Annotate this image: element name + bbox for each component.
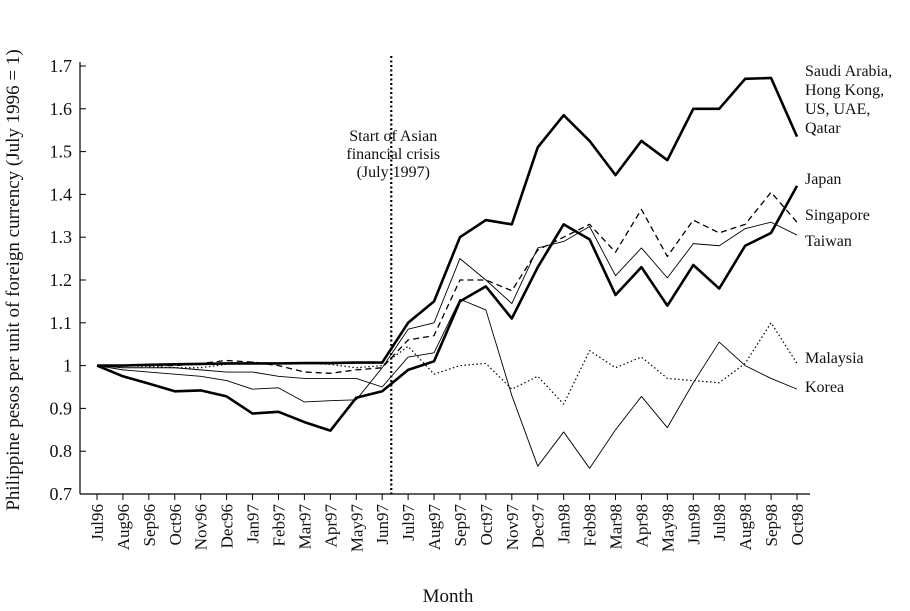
y-tick-label: 1.5 (50, 142, 73, 162)
series-line (96, 221, 798, 403)
x-tick-label: Apr97 (321, 504, 340, 548)
series-label: Malaysia (805, 350, 864, 367)
x-tick-label: Sep96 (140, 504, 159, 547)
series-label: Taiwan (805, 233, 852, 250)
series-line (96, 298, 798, 469)
x-tick-label: Feb98 (581, 504, 600, 547)
x-tick-label: Dec97 (529, 504, 548, 549)
x-tick-label: Oct98 (788, 504, 807, 546)
annotation: (July 1997) (357, 164, 430, 181)
x-tick-label: Jan98 (555, 504, 574, 544)
annotation: Start of Asian (349, 128, 437, 145)
x-axis-label: Month (423, 586, 474, 607)
series-line (97, 322, 798, 405)
series-line (97, 76, 799, 367)
x-tick-label: Aug96 (114, 504, 133, 550)
y-tick-label: 1.1 (50, 313, 73, 333)
x-tick-label: Feb97 (269, 504, 288, 547)
x-tick-label: Sep98 (762, 504, 781, 547)
series-label: Saudi Arabia, Hong Kong, US, UAE, Qatar (805, 63, 893, 137)
x-tick-label: Oct97 (477, 504, 496, 546)
series-line (96, 185, 799, 432)
series-label: Singapore (805, 207, 870, 224)
y-tick-label: 1.6 (50, 99, 73, 119)
x-tick-label: Jul98 (710, 504, 729, 541)
x-tick-label: Dec96 (218, 504, 237, 548)
y-tick-label: 1.4 (50, 184, 73, 204)
y-tick-label: 0.9 (50, 398, 73, 418)
x-tick-label: Aug97 (425, 504, 444, 551)
y-tick-label: 1.2 (50, 270, 73, 290)
series-label: Japan (805, 171, 842, 188)
annotation: financial crisis (346, 146, 440, 163)
x-tick-label: Jun97 (373, 504, 392, 545)
x-tick-label: Jul97 (399, 504, 418, 541)
y-tick-label: 0.8 (50, 441, 73, 461)
x-tick-label: Mar98 (607, 504, 626, 549)
x-tick-label: Nov96 (192, 504, 211, 550)
series-line (97, 191, 798, 374)
x-tick-label: Aug98 (736, 504, 755, 550)
x-tick-label: Mar97 (295, 504, 314, 550)
x-tick-label: Nov97 (503, 504, 522, 551)
y-tick-label: 0.7 (50, 484, 73, 504)
x-tick-label: Jan97 (244, 504, 263, 544)
x-tick-label: Sep97 (451, 504, 470, 547)
series-label: Korea (805, 379, 845, 396)
y-axis-label: Philippine pesos per unit of foreign cur… (3, 49, 24, 510)
x-tick-label: Oct96 (166, 504, 185, 546)
y-tick-label: 1 (63, 356, 72, 376)
x-tick-label: Jul96 (88, 504, 107, 541)
x-tick-label: May97 (347, 504, 366, 553)
x-tick-label: Apr98 (632, 504, 651, 547)
x-tick-label: May98 (658, 504, 677, 552)
y-tick-label: 1.3 (50, 227, 73, 247)
y-tick-label: 1.7 (50, 56, 73, 76)
x-tick-label: Jun98 (684, 504, 703, 545)
